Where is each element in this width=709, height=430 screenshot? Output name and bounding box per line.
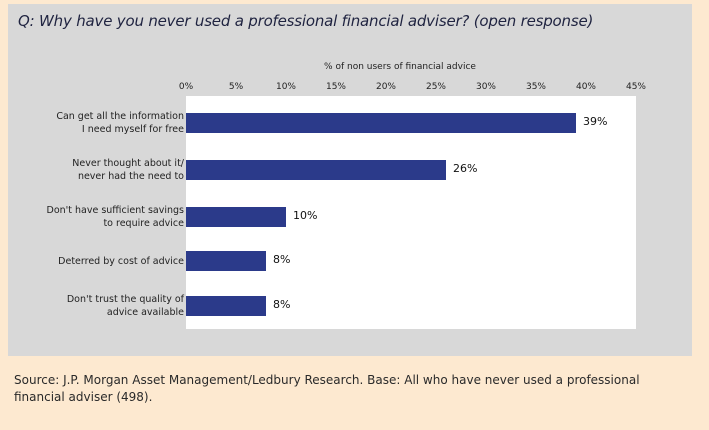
category-label-line: Deterred by cost of advice (58, 255, 184, 267)
question-title: Q: Why have you never used a professiona… (18, 12, 594, 30)
category-label: Don't have sufficient savings to require … (10, 204, 185, 230)
bar (186, 113, 576, 133)
category-label-line: Can get all the information (56, 111, 184, 122)
category-label-line: Don't have sufficient savings (46, 205, 185, 216)
category-label-line: advice available (106, 307, 184, 318)
category-label-line: never had the need to (77, 171, 184, 182)
bar-value-label: 8% (273, 298, 291, 311)
x-tick-label: 10% (275, 82, 296, 92)
source-note: Source: J.P. Morgan Asset Management/Led… (14, 373, 640, 404)
category-label-line: I need myself for free (81, 124, 184, 135)
bar-value-label: 8% (273, 253, 291, 266)
x-tick-label: 0% (178, 82, 194, 92)
bar-value-label: 26% (453, 162, 478, 175)
x-tick-label: 45% (625, 82, 646, 92)
x-tick-label: 20% (375, 82, 396, 92)
category-label-line: to require advice (103, 218, 184, 229)
category-label-line: Never thought about it/ (72, 158, 184, 169)
bar (186, 160, 446, 180)
bar-value-label: 10% (293, 209, 318, 222)
x-axis-title: % of non users of financial advice (324, 62, 476, 72)
bar-value-label: 39% (583, 115, 608, 128)
bar (186, 296, 266, 316)
x-tick-label: 25% (425, 82, 446, 92)
category-label: Never thought about it/never had the nee… (10, 157, 184, 183)
category-label: Deterred by cost of advice (10, 255, 184, 268)
x-tick-label: 30% (475, 82, 496, 92)
bar (186, 207, 286, 227)
category-label: Don't trust the quality of advice availab… (10, 293, 184, 319)
category-label: Can get all the information I need myself… (10, 110, 184, 136)
x-tick-label: 5% (228, 82, 244, 92)
bar (186, 251, 266, 271)
x-tick-label: 40% (575, 82, 596, 92)
x-tick-label: 15% (325, 82, 346, 92)
x-tick-label: 35% (525, 82, 546, 92)
category-label-line: Don't trust the quality of (66, 294, 184, 305)
